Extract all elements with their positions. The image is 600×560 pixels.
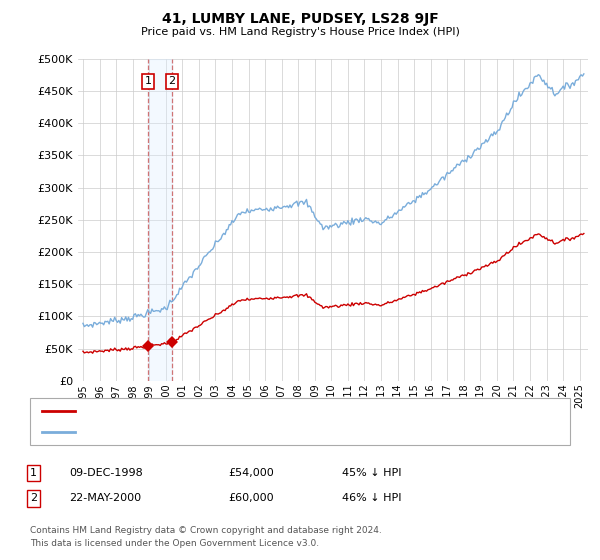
Text: 2: 2 (30, 493, 37, 503)
Text: 22-MAY-2000: 22-MAY-2000 (69, 493, 141, 503)
Text: 41, LUMBY LANE, PUDSEY, LS28 9JF: 41, LUMBY LANE, PUDSEY, LS28 9JF (161, 12, 439, 26)
Bar (148, 59, 172, 381)
Text: 1: 1 (145, 76, 151, 86)
Text: 41, LUMBY LANE, PUDSEY, LS28 9JF (detached house): 41, LUMBY LANE, PUDSEY, LS28 9JF (detach… (81, 406, 359, 416)
Text: Price paid vs. HM Land Registry's House Price Index (HPI): Price paid vs. HM Land Registry's House … (140, 27, 460, 37)
Text: 09-DEC-1998: 09-DEC-1998 (69, 468, 143, 478)
Text: £54,000: £54,000 (228, 468, 274, 478)
Text: 1: 1 (30, 468, 37, 478)
Text: 46% ↓ HPI: 46% ↓ HPI (342, 493, 401, 503)
Text: 2: 2 (169, 76, 176, 86)
Text: Contains HM Land Registry data © Crown copyright and database right 2024.: Contains HM Land Registry data © Crown c… (30, 526, 382, 535)
Text: This data is licensed under the Open Government Licence v3.0.: This data is licensed under the Open Gov… (30, 539, 319, 548)
Text: 45% ↓ HPI: 45% ↓ HPI (342, 468, 401, 478)
Text: £60,000: £60,000 (228, 493, 274, 503)
Text: HPI: Average price, detached house, Leeds: HPI: Average price, detached house, Leed… (81, 427, 304, 437)
